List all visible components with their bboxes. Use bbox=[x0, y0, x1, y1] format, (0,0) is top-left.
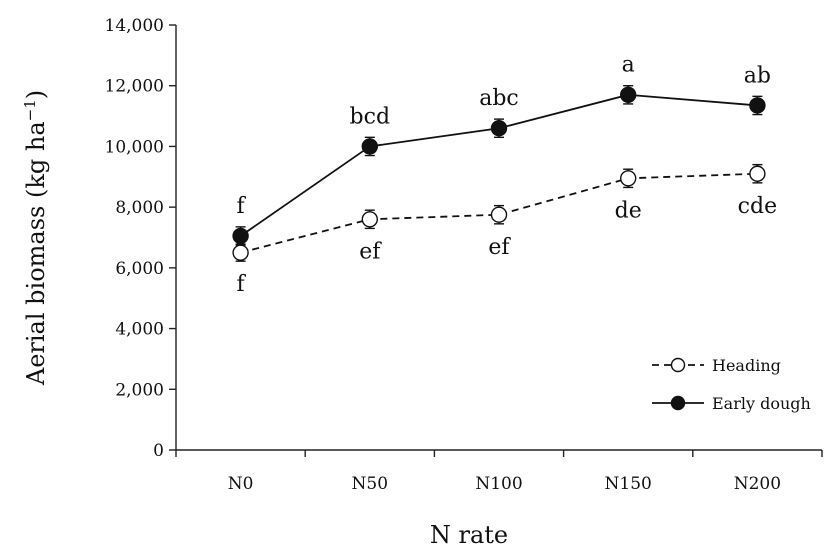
y-tick-label: 0 bbox=[153, 441, 164, 461]
x-tick-label: N100 bbox=[475, 474, 522, 494]
legend-label: Early dough bbox=[712, 394, 811, 413]
significance-letter: de bbox=[615, 198, 642, 223]
legend: Heading Early dough bbox=[652, 356, 811, 413]
data-point bbox=[361, 138, 378, 155]
x-ticks: N0 N50 N100 N150 N200 bbox=[175, 450, 823, 494]
significance-letter: f bbox=[237, 272, 247, 297]
significance-letter: bcd bbox=[350, 104, 391, 129]
legend-item: Early dough bbox=[652, 394, 811, 413]
x-axis-title: N rate bbox=[430, 521, 508, 549]
legend-marker bbox=[670, 395, 686, 411]
y-axis-title-close: ) bbox=[22, 90, 50, 99]
significance-letter: f bbox=[237, 194, 247, 219]
data-point bbox=[490, 120, 508, 137]
y-tick-label: 14,000 bbox=[105, 16, 164, 36]
legend-label: Heading bbox=[712, 356, 781, 375]
significance-letter: abc bbox=[479, 86, 519, 111]
data-point bbox=[749, 165, 766, 182]
significance-letter: cde bbox=[738, 194, 777, 219]
y-axis-title: Aerial biomass (kg ha−1) bbox=[21, 90, 50, 386]
y-tick-label: 4,000 bbox=[115, 320, 164, 340]
significance-letter: ef bbox=[359, 239, 382, 264]
y-tick-label: 6,000 bbox=[115, 259, 164, 279]
series-early-dough bbox=[232, 85, 766, 246]
data-point bbox=[620, 86, 637, 104]
data-point bbox=[490, 206, 508, 223]
y-tick-label: 8,000 bbox=[115, 198, 164, 218]
data-point bbox=[749, 97, 766, 114]
significance-letters: f ef ef de cde f bcd abc a ab bbox=[237, 53, 778, 297]
y-tick-label: 12,000 bbox=[105, 77, 164, 97]
x-tick-label: N200 bbox=[734, 474, 781, 494]
axes: 02,0004,0006,0008,00010,00012,00014,000 … bbox=[105, 16, 823, 494]
x-tick-label: N0 bbox=[228, 474, 254, 494]
data-point bbox=[620, 170, 637, 187]
y-tick-label: 2,000 bbox=[115, 380, 164, 400]
data-point bbox=[361, 211, 378, 228]
significance-letter: a bbox=[622, 53, 635, 78]
series-layer bbox=[232, 85, 766, 262]
y-axis-title-main: Aerial biomass (kg ha bbox=[22, 121, 50, 386]
legend-item: Heading bbox=[652, 356, 781, 375]
significance-letter: ef bbox=[488, 235, 511, 260]
significance-letter: ab bbox=[744, 63, 771, 88]
series-line bbox=[240, 172, 758, 254]
y-tick-label: 10,000 bbox=[105, 137, 164, 157]
data-point bbox=[232, 244, 249, 261]
data-point bbox=[232, 227, 249, 245]
x-tick-label: N150 bbox=[605, 474, 652, 494]
y-axis-title-sup: −1 bbox=[21, 99, 39, 121]
legend-marker bbox=[670, 357, 686, 373]
x-tick-label: N50 bbox=[352, 474, 389, 494]
y-ticks: 0 2,000 4,000 6,000 8,000 10,000 12,000 14,000 bbox=[105, 16, 176, 461]
